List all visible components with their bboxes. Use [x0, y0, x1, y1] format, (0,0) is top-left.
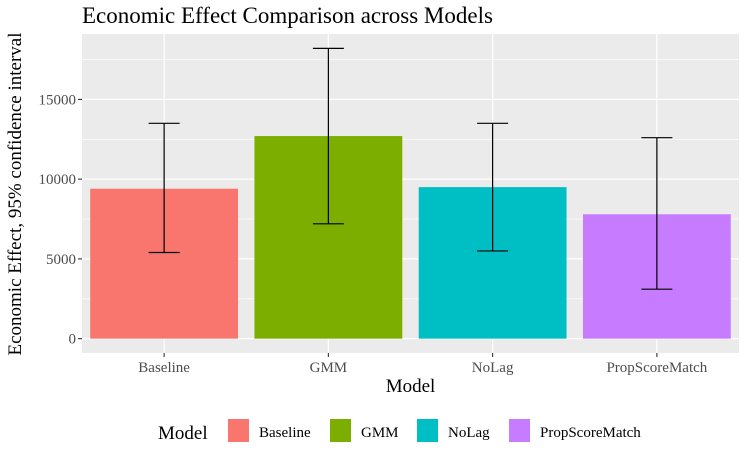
error-bars: [148, 47, 673, 290]
legend-label-propscorematch: PropScoreMatch: [540, 425, 641, 441]
legend-label-baseline: Baseline: [259, 425, 311, 441]
legend-key-gmm: [330, 419, 351, 442]
legend-key-propscorematch: [509, 419, 530, 442]
y-tick-label: 0: [69, 332, 77, 348]
y-axis: 0 5000 10000 15000: [39, 92, 82, 348]
x-axis: Baseline GMM NoLag PropScoreMatch: [138, 353, 708, 376]
error-bar-baseline: [148, 122, 180, 254]
chart-title: Economic Effect Comparison across Models: [82, 3, 493, 28]
y-tick-label: 15000: [39, 92, 77, 108]
error-bar-propscorematch: [641, 137, 673, 290]
legend-label-gmm: GMM: [361, 425, 399, 441]
y-axis-title: Economic Effect, 95% confidence interval: [5, 32, 26, 355]
error-bar-nolag: [477, 122, 509, 252]
x-tick-label: PropScoreMatch: [606, 360, 707, 376]
legend: Model Baseline GMM NoLag PropScoreMatch: [158, 419, 641, 444]
x-tick-label: Baseline: [138, 360, 190, 376]
y-tick-label: 5000: [46, 252, 76, 268]
y-tick-label: 10000: [39, 172, 77, 188]
x-axis-title: Model: [386, 376, 436, 397]
x-tick-label: GMM: [310, 360, 348, 376]
legend-label-nolag: NoLag: [448, 425, 490, 441]
bars: [90, 136, 731, 339]
legend-title: Model: [158, 423, 208, 444]
legend-key-baseline: [228, 419, 249, 442]
x-tick-label: NoLag: [472, 360, 514, 376]
error-bar-gmm: [312, 47, 344, 225]
legend-key-nolag: [417, 419, 438, 442]
